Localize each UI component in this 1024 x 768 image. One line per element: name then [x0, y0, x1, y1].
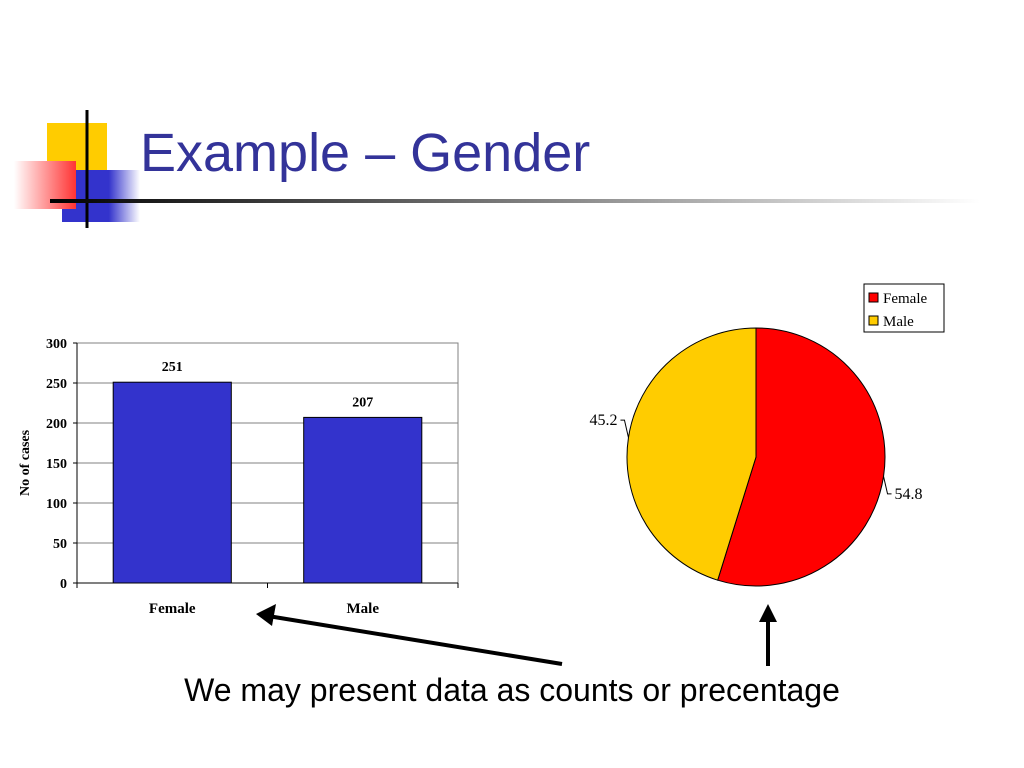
y-tick-label: 250	[46, 377, 67, 392]
y-axis-label: No of cases	[18, 429, 33, 496]
slide-title: Example – Gender	[140, 123, 591, 183]
y-tick-label: 100	[46, 497, 67, 512]
x-tick-label: Male	[347, 601, 380, 617]
pie-value-label: 54.8	[895, 486, 923, 503]
arrow-head-left	[256, 604, 276, 626]
pie-leader-line	[620, 419, 629, 438]
x-tick-label: Female	[149, 601, 196, 617]
bar-female	[112, 381, 232, 584]
slide-caption: We may present data as counts or precent…	[184, 672, 840, 708]
legend-label: Male	[883, 314, 914, 330]
pie-value-label: 45.2	[589, 412, 617, 429]
y-tick-label: 200	[46, 417, 67, 432]
pie-slice-female	[717, 327, 886, 587]
arrow-to-bar-chart	[267, 614, 563, 666]
pie-leader-line	[883, 476, 892, 495]
arrow-head-up	[759, 604, 777, 622]
legend-label: Female	[883, 291, 927, 307]
y-tick-label: 0	[60, 577, 67, 592]
y-tick-label: 300	[46, 337, 67, 352]
pie-slice-male	[626, 327, 757, 581]
title-underline	[50, 199, 980, 203]
legend-swatch-female	[868, 292, 879, 303]
bar-chart: 0 50 100 150 200 250 300 251 Female 207 Male No of …	[18, 337, 459, 617]
bar-value-label: 251	[162, 360, 183, 375]
y-tick-label: 150	[46, 457, 67, 472]
bar-value-label: 207	[352, 395, 373, 410]
legend-swatch-male	[868, 315, 879, 326]
bar-male	[303, 416, 423, 584]
pointer-arrows	[256, 604, 777, 666]
pie-chart: 54.8 45.2 Female Male	[589, 283, 945, 587]
y-tick-label: 50	[53, 537, 67, 552]
